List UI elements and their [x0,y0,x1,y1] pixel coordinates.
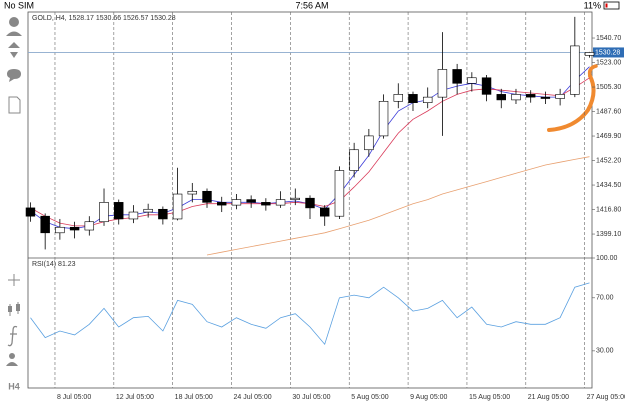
candle-body [217,202,227,206]
candle-body [555,94,565,99]
x-tick-label: 5 Aug 05:00 [351,394,388,401]
candle-body [511,94,521,101]
candle-body [143,208,153,213]
hand-drawn-arrow-head [587,64,598,78]
y-tick-label: 1416.80 [596,206,621,213]
x-tick-label: 30 Jul 05:00 [292,394,330,401]
y-tick-label: 70.00 [596,295,614,302]
candle-body [378,100,389,137]
x-tick-label: 24 Jul 05:00 [234,394,272,401]
clock: 7:56 AM [295,0,328,10]
candle-body [393,94,403,102]
candle-body [246,199,256,203]
candle-body [275,199,286,206]
x-tick-label: 21 Aug 05:00 [528,394,569,401]
hand-drawn-arrow [547,74,596,132]
candle-body [467,77,477,84]
candle-body [231,199,242,206]
candle-body [40,215,50,234]
y-tick-label: 1399.10 [596,231,621,238]
y-tick-label: 100.00 [596,255,618,262]
candle-body [69,226,80,231]
objects-icon[interactable] [9,353,15,359]
chart-type-icon-body [16,304,20,311]
x-tick-label: 9 Aug 05:00 [410,394,447,401]
candle-body [584,52,595,56]
chart-type-icon-body [8,306,12,312]
y-tick-label: 1540.70 [596,35,621,42]
chat-icon[interactable] [7,69,21,82]
battery-level: 11% [584,0,601,10]
y-tick-label: 1452.20 [596,157,621,164]
candle-body [408,94,418,103]
moving-average [206,156,590,256]
candle-body [437,69,448,98]
candle-body [319,207,330,217]
bid-label-box [593,47,624,58]
candle-body [84,221,95,231]
account-icon-body [6,31,22,36]
x-tick-label: 18 Jul 05:00 [175,394,213,401]
chart-frame [27,11,593,389]
toolbar: H4 [6,17,22,391]
indicators-icon[interactable] [7,325,18,347]
panel-title: GOLD, H4, 1528.17 1530.66 1526.57 1530.2… [32,15,176,22]
candle-body [25,207,36,217]
candle-body [55,226,65,234]
candle-body [349,149,359,171]
carrier: No SIM [4,0,34,10]
y-tick-label: 30.00 [596,348,614,355]
candle-body [570,45,580,95]
objects-icon-body [6,362,18,366]
candle-body [452,69,462,84]
candle-body [540,96,551,99]
y-tick-label: 1469.90 [596,133,621,140]
candle-body [202,190,212,203]
candle-body [496,94,506,101]
indicator-line [30,282,590,346]
candle-body [334,170,345,217]
candle-body [290,197,301,200]
candle-body [128,211,139,220]
candle-body [187,190,198,195]
candle-body [172,193,183,220]
y-tick-label: 1487.60 [596,108,621,115]
status-bar: No SIM 7:56 AM 11% [4,0,620,10]
bid-label: 1530.28 [595,49,620,56]
x-tick-label: 12 Jul 05:00 [116,394,154,401]
x-tick-label: 15 Aug 05:00 [469,394,510,401]
candle-body [305,197,315,209]
y-tick-label: 1523.00 [596,59,621,66]
candle-body [422,96,433,103]
candle-body [364,135,374,151]
account-icon[interactable] [9,17,19,27]
y-tick-label: 1434.50 [596,182,621,189]
candle-body [114,202,124,220]
battery-icon [603,1,620,10]
y-tick-label: 1505.30 [596,84,621,91]
panel-title: RSI(14) 81.23 [32,261,76,268]
candle-body [525,94,536,98]
history-icon[interactable] [8,96,21,114]
timeframe-button[interactable]: H4 [8,381,20,391]
trade-icon[interactable] [8,42,20,58]
candle-body [158,208,168,220]
candle-body [99,202,109,223]
candle-body [261,202,271,206]
x-tick-label: 27 Aug 05:00 [587,394,625,401]
candle-body [481,77,492,95]
battery-charge [605,3,608,8]
x-tick-label: 8 Jul 05:00 [57,394,91,401]
crosshair-icon[interactable] [8,274,20,286]
